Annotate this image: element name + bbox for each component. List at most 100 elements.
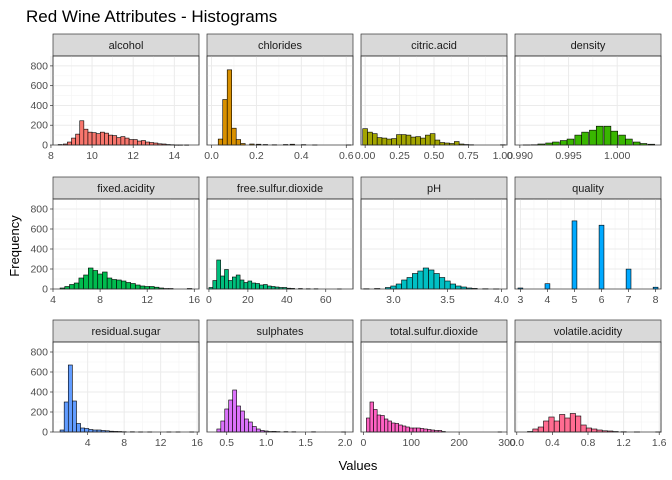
panel-border [514, 198, 662, 290]
x-tick-label: 6 [599, 294, 605, 306]
y-tick-label: 200 [30, 407, 48, 419]
y-tick-label: 0 [42, 140, 48, 152]
histogram-bar [67, 141, 72, 146]
x-tick-label: 7 [626, 294, 632, 306]
y-tick-label: 400 [30, 244, 48, 256]
histogram-bar [566, 138, 575, 146]
panel-border [52, 198, 200, 290]
panel-border [52, 341, 200, 433]
histogram-bar [366, 417, 371, 433]
x-tick-label: 40 [281, 294, 293, 306]
x-tick-label: 0 [360, 437, 366, 449]
histogram-bar [575, 415, 582, 433]
histogram-bar [106, 277, 113, 290]
histogram-bar [108, 134, 113, 146]
histogram-bar [420, 137, 426, 146]
histogram-bar [102, 271, 108, 290]
chart-title: Red Wine Attributes - Histograms [26, 7, 277, 26]
x-tick-label: 0.2 [249, 150, 264, 162]
histogram-bar [376, 414, 382, 433]
histogram-bar [79, 120, 85, 146]
histogram-bar [226, 69, 233, 146]
facet-panel-total.sulfur.dioxide: total.sulfur.dioxide 0 100 200 300 [360, 319, 516, 449]
histogram-bar [449, 283, 456, 290]
x-tick-label: 1.6 [652, 437, 667, 449]
x-tick-label: 1.2 [616, 437, 631, 449]
y-tick-label: 200 [30, 264, 48, 276]
facet-strip-label: volatile.acidity [554, 326, 623, 338]
histogram-bar [362, 128, 368, 146]
x-tick-label: 16 [188, 294, 200, 306]
histogram-bar [439, 142, 445, 146]
x-tick-label: 0.50 [424, 150, 445, 162]
histogram-bar [92, 270, 99, 290]
histogram-bar [220, 420, 226, 433]
histogram-bar [433, 273, 440, 290]
x-tick-label: 1.0 [259, 437, 274, 449]
histogram-bar [625, 268, 632, 290]
x-tick-label: 4.0 [494, 294, 509, 306]
facet-strip-label: residual.sugar [91, 326, 160, 338]
histogram-bar [83, 274, 89, 290]
facet-strip-label: pH [427, 183, 441, 195]
y-tick-label: 200 [30, 120, 48, 132]
histogram-bar [120, 136, 126, 146]
x-tick-label: 0.5 [219, 437, 234, 449]
histogram-bar [412, 273, 419, 290]
histogram-bar [410, 136, 417, 146]
histogram-bar [571, 220, 578, 290]
histogram-bar [455, 285, 462, 290]
facet-panel-residual.sugar: residual.sugar 4 8 12 16 0 200 400 600 800 [30, 319, 203, 449]
histogram-bar [610, 130, 618, 146]
histogram-bar [235, 274, 241, 290]
facet-strip-label: fixed.acidity [97, 183, 155, 195]
facet-panel-citric.acid: citric.acid 0.00 0.25 0.50 0.75 1.00 [355, 33, 514, 162]
histogram-bar [369, 401, 374, 433]
x-tick-label: 12 [127, 150, 139, 162]
histogram-bar [603, 125, 612, 146]
histogram-bar [417, 270, 424, 290]
histogram-bar [130, 283, 136, 290]
histogram-bar [559, 140, 568, 146]
histogram-bar [120, 280, 127, 290]
x-tick-label: 3.0 [386, 294, 401, 306]
histogram-bar [589, 129, 597, 146]
histogram-bar [216, 259, 221, 290]
histogram-bar [406, 277, 413, 290]
x-tick-label: 1.00 [493, 150, 514, 162]
histogram-bar [247, 280, 253, 290]
panel-border [206, 341, 354, 433]
y-tick-label: 400 [30, 100, 48, 112]
histogram-bar [220, 275, 225, 290]
histogram-bar [63, 401, 69, 433]
histogram-bar [591, 428, 598, 433]
histogram-bar [381, 137, 388, 146]
x-tick-label: 1.5 [298, 437, 313, 449]
histogram-bar [72, 400, 77, 433]
x-tick-label: 0.4 [294, 150, 309, 162]
histogram-bar [428, 269, 435, 290]
histogram-bar [116, 137, 122, 146]
x-tick-label: 0.00 [355, 150, 376, 162]
histogram-bar [232, 389, 237, 433]
histogram-bar [429, 133, 436, 146]
histogram-bar [423, 428, 428, 433]
histogram-bar [564, 417, 571, 433]
histogram-bar [569, 413, 576, 433]
histogram-bar [80, 427, 86, 433]
x-tick-label: 20 [242, 294, 254, 306]
x-tick-label: 8 [48, 150, 54, 162]
facet-panel-sulphates: sulphates 0.5 1.0 1.5 2.0 [206, 319, 354, 449]
y-tick-label: 600 [30, 367, 48, 379]
facet-panel-pH: pH 3.0 3.5 4.0 [360, 176, 509, 306]
y-tick-label: 0 [42, 284, 48, 296]
y-tick-label: 400 [30, 387, 48, 399]
x-tick-label: 16 [191, 437, 203, 449]
histogram-bar [243, 282, 249, 290]
facet-strip-label: total.sulfur.dioxide [390, 326, 478, 338]
histogram-bar [149, 142, 155, 146]
x-tick-label: 0.8 [581, 437, 596, 449]
histogram-bar [367, 131, 373, 146]
histogram-bar [228, 399, 233, 433]
histogram-bar [78, 277, 84, 290]
